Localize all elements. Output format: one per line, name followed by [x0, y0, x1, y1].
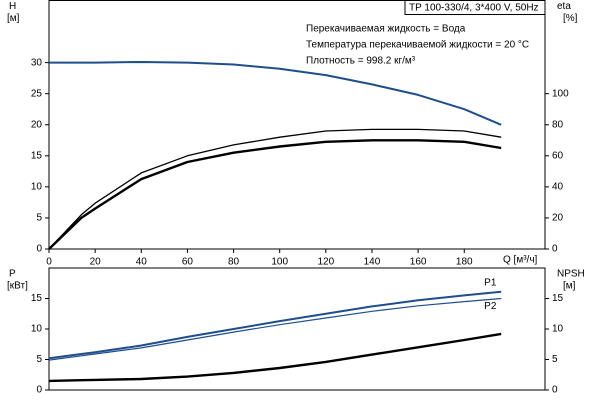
series-label: P1: [484, 277, 497, 288]
y2-tick-label: 0: [552, 244, 558, 255]
series-line: [48, 128, 502, 250]
x-tick-label: 160: [410, 257, 427, 268]
y2-tick-label: 60: [552, 150, 564, 161]
y2-tick-label: 15: [552, 293, 564, 304]
x-tick-label: 80: [228, 257, 240, 268]
plot-frame: [48, 267, 546, 391]
series-line: [49, 61, 502, 126]
x-tick-label: 0: [46, 257, 52, 268]
series-line: [48, 332, 502, 383]
y-tick-label: 5: [36, 354, 42, 365]
y-axis-unit: [м]: [7, 13, 20, 24]
annotation: Перекачиваемая жидкость = Вода: [306, 24, 466, 35]
x-tick-label: 60: [182, 257, 194, 268]
y-tick-label: 5: [36, 213, 42, 224]
y2-tick-label: 20: [552, 213, 564, 224]
y-tick-label: 20: [31, 119, 43, 130]
y-tick-label: 10: [31, 324, 43, 335]
series-line: [48, 297, 502, 361]
annotation: Плотность = 998.2 кг/м³: [306, 56, 416, 67]
y-axis-unit: [кВт]: [7, 281, 28, 292]
y2-tick-label: 80: [552, 119, 564, 130]
y-tick-label: 15: [31, 293, 43, 304]
y2-tick-label: 5: [552, 354, 558, 365]
x-axis-label: Q [м³/ч]: [503, 255, 538, 266]
y2-tick-label: 10: [552, 324, 564, 335]
y-axis-label: P: [9, 269, 16, 280]
y-axis-label: H: [9, 1, 16, 12]
y2-axis-unit: [м]: [563, 281, 576, 292]
y-tick-label: 30: [31, 57, 43, 68]
x-tick-label: 120: [317, 257, 334, 268]
series-label: P2: [484, 301, 497, 312]
series-line: [48, 290, 502, 360]
x-tick-label: 40: [136, 257, 148, 268]
y-tick-label: 25: [31, 88, 43, 99]
y-tick-label: 15: [31, 150, 43, 161]
model-label: TP 100-330/4, 3*400 V, 50Hz: [409, 3, 539, 14]
y2-tick-label: 0: [552, 385, 558, 396]
y-tick-label: 0: [36, 385, 42, 396]
y2-axis-unit: [%]: [563, 13, 578, 24]
y2-tick-label: 40: [552, 182, 564, 193]
y-tick-label: 0: [36, 244, 42, 255]
plot-frame: [48, 0, 546, 250]
x-tick-label: 140: [364, 257, 381, 268]
y2-axis-label: eta: [557, 1, 571, 12]
y2-axis-label: NPSH: [557, 269, 585, 280]
x-tick-label: 20: [90, 257, 102, 268]
x-tick-label: 180: [456, 257, 473, 268]
y2-tick-label: 100: [552, 88, 569, 99]
series-line: [48, 139, 502, 250]
y-tick-label: 10: [31, 182, 43, 193]
annotation: Температура перекачиваемой жидкости = 20…: [306, 40, 529, 51]
x-tick-label: 100: [271, 257, 288, 268]
